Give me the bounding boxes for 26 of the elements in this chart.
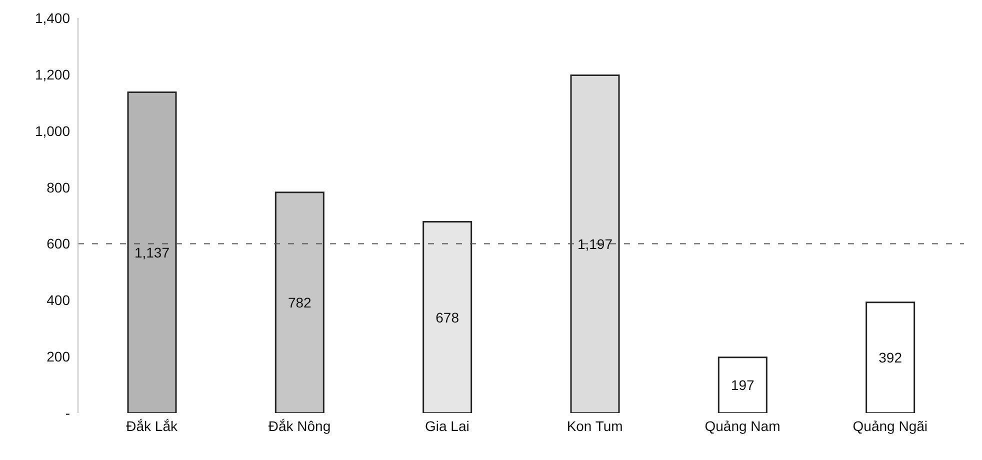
bar — [718, 356, 768, 413]
data-label: 197 — [730, 377, 755, 394]
data-label: 1,197 — [577, 236, 613, 252]
y-tick-label: - — [65, 404, 70, 421]
x-tick-label: Đắk Lắk — [126, 418, 179, 434]
bar — [274, 192, 324, 413]
data-label: 678 — [436, 309, 460, 326]
x-tick-label: Quảng Nam — [704, 418, 780, 434]
bar — [570, 74, 620, 413]
y-tick-label: 800 — [46, 179, 70, 196]
bar — [866, 302, 916, 413]
bar — [127, 91, 177, 413]
x-tick-label: Đắk Nông — [268, 418, 331, 434]
text: 1,200 — [34, 66, 70, 82]
x-tick-label: Gia Lai — [424, 418, 470, 434]
x-tick-label: Kon Tum — [566, 418, 623, 434]
data-label: 1,137 — [134, 244, 170, 261]
y-tick-label: 600 — [46, 236, 70, 252]
y-tick-label: 400 — [46, 292, 70, 308]
x-tick-label: Quảng Ngãi — [852, 418, 928, 434]
bar — [422, 220, 472, 413]
data-label: 782 — [288, 294, 312, 311]
text: 1,400 — [34, 10, 70, 26]
y-tick-label: 200 — [46, 348, 70, 365]
text: 1,000 — [34, 122, 70, 139]
data-label: 392 — [878, 350, 902, 366]
